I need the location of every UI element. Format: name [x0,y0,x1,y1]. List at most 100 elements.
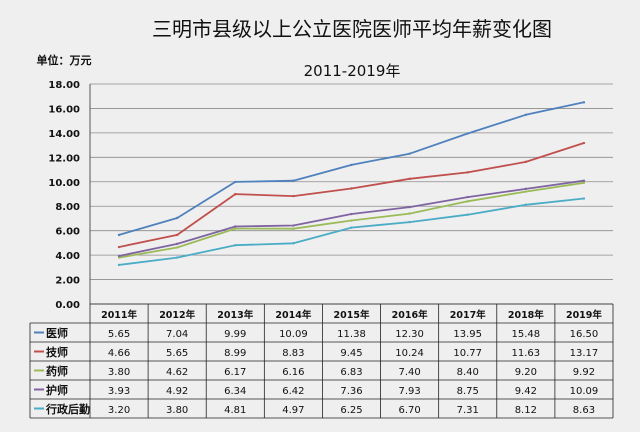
data-label: 4.97 [282,405,304,416]
x-tick-label: 2014年 [275,309,311,321]
data-point [292,242,295,245]
data-point [117,254,121,258]
data-label: 7.04 [166,329,188,340]
data-point [524,160,528,164]
legend-entry: 医师 [46,326,68,340]
data-point [175,233,179,237]
y-tick-label: 0.00 [55,300,80,311]
data-point [292,227,295,230]
data-label: 5.65 [108,329,130,340]
x-tick-label: 2019年 [566,309,602,321]
data-point [350,163,353,167]
data-label: 6.16 [282,367,304,378]
data-point [175,246,179,249]
data-label: 10.24 [395,348,424,359]
data-label: 7.40 [398,367,420,378]
x-tick-label: 2013年 [217,309,253,321]
series-line [118,179,585,257]
data-point [524,203,528,206]
x-tick-label: 2016年 [392,309,428,321]
data-label: 10.09 [279,329,308,340]
data-point [582,179,586,182]
data-label: 8.40 [457,367,479,378]
data-label: 11.63 [512,348,541,359]
data-label: 6.83 [340,367,362,378]
data-point [350,212,353,216]
chart-subtitle: 2011-2019年 [304,62,401,80]
y-tick-label: 4.00 [55,251,80,262]
y-tick-label: 12.00 [48,153,80,164]
data-point [466,132,469,135]
legend-entry: 行政后勤 [45,402,90,416]
data-point [524,113,528,117]
data-point [117,233,121,237]
data-label: 9.45 [340,348,362,359]
data-label: 7.36 [340,386,362,397]
data-point [524,190,528,193]
data-point [350,219,353,222]
data-point [408,212,411,215]
y-tick-label: 6.00 [55,227,80,238]
data-label: 3.80 [166,405,188,416]
data-label: 4.66 [108,348,130,359]
grid-lines [89,83,613,305]
data-label: 3.20 [108,405,130,416]
data-label: 6.34 [224,386,246,397]
data-point [292,179,295,182]
data-point [175,242,179,246]
data-label: 3.93 [108,386,130,397]
data-point [292,194,295,198]
data-point [466,213,469,216]
data-label: 13.95 [453,329,482,340]
series-lines [117,101,586,267]
data-point [466,200,469,203]
data-point [524,187,528,191]
data-label: 12.30 [395,329,424,340]
data-point [234,244,237,247]
data-label: 7.31 [457,405,479,416]
y-tick-label: 14.00 [48,129,80,140]
data-point [582,197,586,200]
data-table: 2011年 2012年 2013年 2014年 2015年 2016年 2017年 2018年… [29,303,614,419]
data-label: 9.92 [573,367,595,378]
data-point [408,152,411,155]
data-point [117,263,121,267]
data-point [582,141,586,145]
data-label: 4.92 [166,386,188,397]
data-label: 9.42 [515,386,537,397]
data-label: 11.38 [337,329,366,340]
data-label: 8.12 [515,405,537,416]
x-tick-label: 2017年 [450,309,486,321]
data-label: 6.70 [398,405,420,416]
y-tick-label: 8.00 [55,202,80,213]
data-label: 8.63 [573,405,595,416]
data-point [408,205,411,209]
data-point [582,181,586,184]
y-tick-label: 18.00 [48,80,80,91]
data-point [466,171,469,174]
series-line [118,142,585,248]
data-label: 10.77 [453,348,482,359]
data-label: 8.99 [224,348,246,359]
data-point [582,101,586,104]
legend-entry: 药师 [46,364,68,378]
data-label: 9.20 [515,367,537,378]
data-label: 9.99 [224,329,246,340]
data-label: 13.17 [570,348,599,359]
data-label: 6.25 [340,405,362,416]
data-point [350,226,353,229]
data-point [117,245,121,249]
data-label: 6.42 [282,386,304,397]
data-point [234,227,237,230]
data-point [292,224,295,227]
y-tick-label: 16.00 [48,104,80,115]
y-tick-label: 2.00 [55,276,80,287]
data-label: 3.80 [108,367,130,378]
data-label: 5.65 [166,348,188,359]
data-label: 8.75 [457,386,479,397]
data-label: 4.62 [166,367,188,378]
x-tick-label: 2015年 [334,309,370,321]
x-tick-label: 2011年 [101,309,137,321]
data-label: 8.83 [282,348,304,359]
